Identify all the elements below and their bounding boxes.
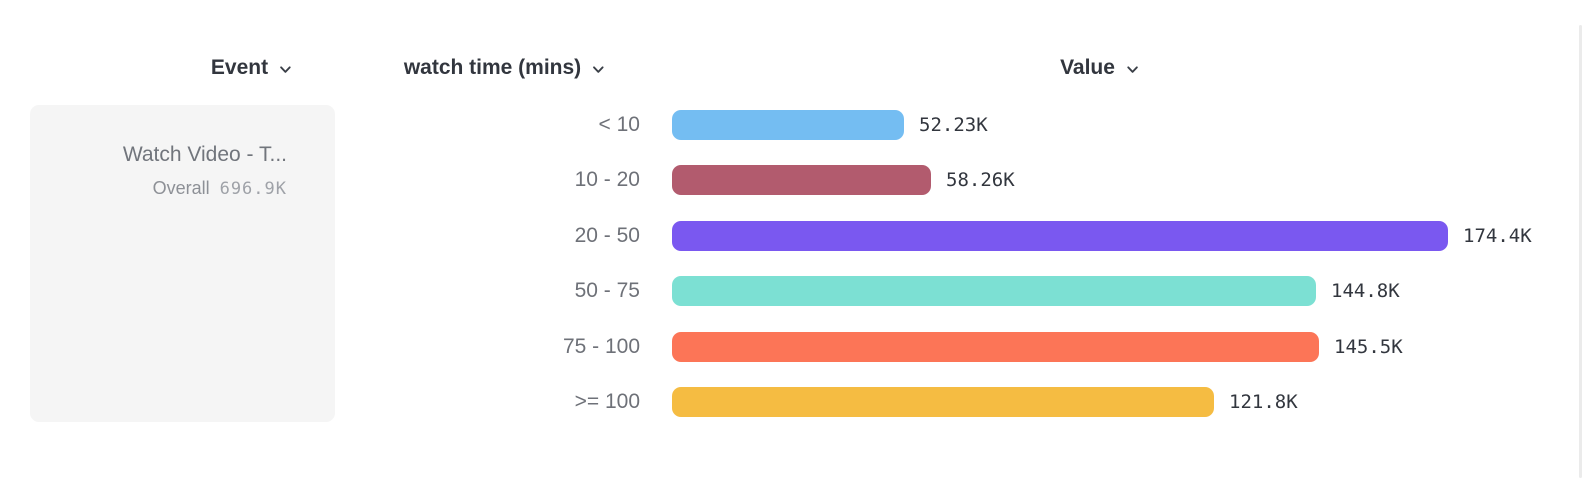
column-header-value-label: Value xyxy=(1060,56,1115,79)
value-label: 58.26K xyxy=(946,169,1015,192)
bar-chart-row: 20 - 50 174.4K xyxy=(0,220,1584,251)
chevron-down-icon xyxy=(1125,62,1140,77)
category-label: 10 - 20 xyxy=(574,168,640,192)
bar-chart-row: 50 - 75 144.8K xyxy=(0,276,1584,307)
category-label: < 10 xyxy=(598,113,640,136)
value-label: 145.5K xyxy=(1334,335,1403,358)
value-label: 174.4K xyxy=(1463,224,1532,247)
column-header-event[interactable]: Event xyxy=(211,54,293,82)
value-bar[interactable] xyxy=(672,165,931,196)
value-label: 52.23K xyxy=(919,114,988,136)
value-bar[interactable] xyxy=(672,387,1214,417)
overall-label: Overall xyxy=(152,178,210,198)
category-label: 20 - 50 xyxy=(574,223,640,247)
bar-chart-row: < 10 52.23K xyxy=(0,110,1584,140)
value-bar[interactable] xyxy=(672,110,904,140)
bar-chart-row: >= 100 121.8K xyxy=(0,387,1584,417)
category-label: >= 100 xyxy=(574,390,640,413)
value-label: 121.8K xyxy=(1229,391,1298,413)
chevron-down-icon xyxy=(278,62,293,77)
value-bar[interactable] xyxy=(672,276,1316,307)
bar-chart-row: 75 - 100 145.5K xyxy=(0,331,1584,362)
column-header-watch-time-label: watch time (mins) xyxy=(403,56,582,79)
category-label: 75 - 100 xyxy=(562,334,640,358)
value-label: 144.8K xyxy=(1331,280,1400,303)
column-header-watch-time[interactable]: watch time (mins) xyxy=(404,54,606,82)
chevron-down-icon xyxy=(591,62,606,77)
category-label: 50 - 75 xyxy=(574,279,640,303)
column-header-event-label: Event xyxy=(210,56,269,79)
overall-value: 696.9K xyxy=(219,179,287,199)
value-bar[interactable] xyxy=(672,331,1319,362)
value-bar[interactable] xyxy=(672,220,1448,251)
bar-chart-row: 10 - 20 58.26K xyxy=(0,165,1584,196)
event-card[interactable]: Watch Video - T... Overall 696.9K xyxy=(30,105,335,422)
event-overall-row: Overall 696.9K xyxy=(30,176,287,201)
panel-right-divider xyxy=(1579,25,1582,478)
event-title: Watch Video - T... xyxy=(122,143,287,166)
column-header-value[interactable]: Value xyxy=(1060,54,1140,82)
